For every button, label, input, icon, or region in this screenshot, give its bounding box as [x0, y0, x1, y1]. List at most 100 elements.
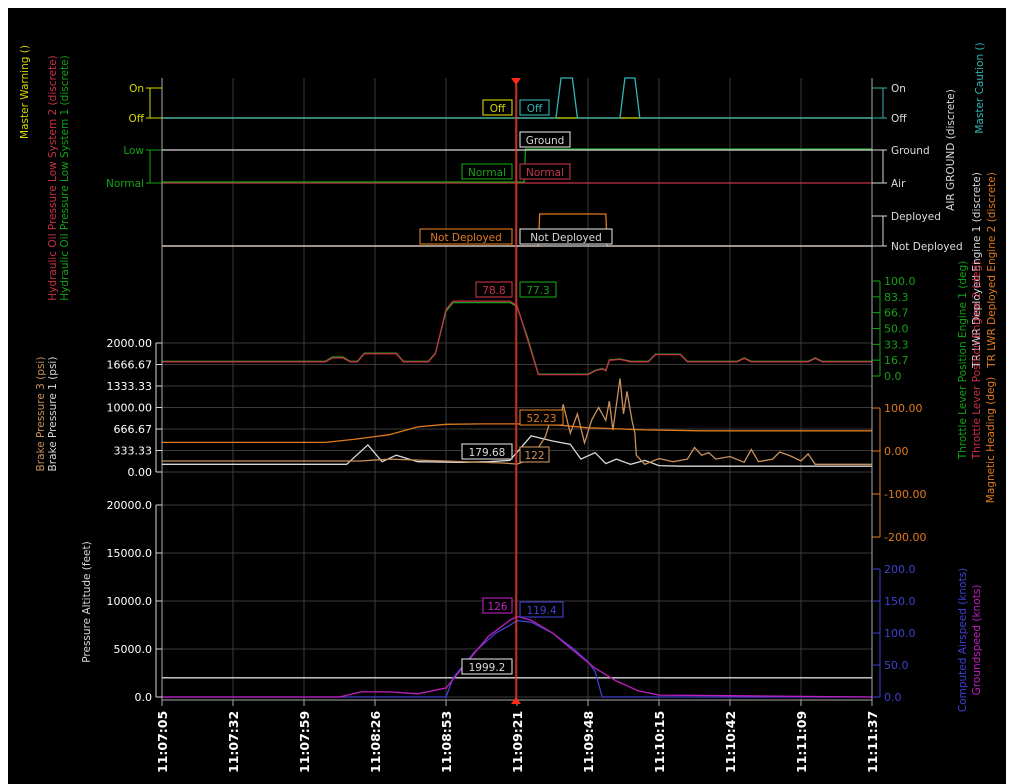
- brake-pressure-axis-tick-label: 333.33: [114, 445, 153, 458]
- airspeed-axis-tick-label: 150.0: [884, 595, 916, 608]
- cursor-label-groundspeed-box: [482, 597, 513, 614]
- cursor-label-tr-engine-2-box: [419, 228, 513, 245]
- cursor-label-brake-1: 179.68: [469, 447, 506, 459]
- brake-pressure-axis-tick-label: 1000.00: [107, 402, 153, 415]
- air-ground-axis-state-label: Air: [891, 178, 906, 190]
- hydraulic-axis-state-label: Low: [123, 145, 144, 157]
- air-ground-axis-title: AIR GROUND (discrete): [945, 89, 957, 211]
- magnetic-heading-axis-tick-label: -200.00: [884, 531, 926, 544]
- pressure-altitude-axis-title: Pressure Altitude (feet): [81, 541, 93, 662]
- cursor-top-handle[interactable]: [511, 78, 521, 85]
- cursor-label-altitude: 1999.2: [469, 662, 506, 674]
- tr-engine-1-axis-title: TR LWR Deployed Engine 1 (discrete): [971, 172, 983, 369]
- x-tick-label: 11:09:21: [510, 711, 525, 773]
- cursor-label-air-ground: Ground: [526, 135, 565, 147]
- throttle-axis-tick-label: 66.7: [884, 307, 909, 320]
- brake-pressure-axis-tick-label: 0.00: [128, 466, 153, 479]
- cursor-label-master-caution: Off: [527, 103, 543, 115]
- master-caution-line: [162, 77, 872, 119]
- airspeed-axis-tick-label: 200.0: [884, 563, 916, 576]
- cursor-label-brake-1-box: [461, 443, 513, 460]
- pressure-altitude-axis-tick-label: 5000.0: [114, 643, 153, 656]
- throttle-engine-2-axis-title: Throttle Lever Position Engine 2 (deg): [971, 261, 983, 461]
- brake-pressure-3-axis-title: Brake Pressure 3 (psi): [35, 357, 47, 472]
- cursor-label-tr-engine-1-box: [519, 228, 613, 245]
- cursor-label-master-caution-box: [519, 99, 550, 116]
- chart-background: [8, 8, 1006, 784]
- cursor-label-airspeed: 119.4: [526, 605, 556, 617]
- pressure-altitude-axis-tick-label: 10000.0: [107, 595, 153, 608]
- tr-deployed-axis-state-label: Not Deployed: [891, 241, 963, 253]
- computed-airspeed-line: [162, 619, 872, 698]
- airspeed-axis-tick-label: 100.0: [884, 627, 916, 640]
- x-tick-label: 11:10:15: [652, 711, 667, 773]
- cursor-label-hydraulic-2-box: [519, 163, 571, 180]
- x-tick-label: 11:10:42: [723, 711, 738, 773]
- magnetic-heading-axis-title: Magnetic Heading (deg): [985, 377, 997, 503]
- master-caution-axis-title: Master Caution (): [974, 42, 986, 133]
- master-caution-axis-state-label: Off: [891, 113, 907, 125]
- cursor-label-altitude-box: [461, 658, 513, 675]
- brake-pressure-axis-tick-label: 1666.67: [107, 359, 153, 372]
- hydraulic-system-1-axis-title: Hydraulic Oil Pressure Low System 1 (dis…: [59, 55, 71, 300]
- x-tick-label: 11:11:09: [794, 711, 809, 773]
- airspeed-axis-tick-label: 0.0: [884, 691, 902, 704]
- hydraulic-system-2-axis-title: Hydraulic Oil Pressure Low System 2 (dis…: [47, 55, 59, 300]
- pressure-altitude-axis-tick-label: 15000.0: [107, 547, 153, 560]
- cursor-label-brake-3-box: [519, 446, 550, 463]
- brake-pressure-axis-tick-label: 666.67: [114, 423, 153, 436]
- computed-airspeed-axis-title: Computed Airspeed (knots): [957, 568, 969, 712]
- throttle-engine-1-axis-title: Throttle Lever Position Engine 1 (deg): [957, 261, 969, 461]
- magnetic-heading-axis-tick-label: -100.00: [884, 488, 926, 501]
- cursor-label-heading: 52.23: [526, 413, 556, 425]
- brake-pressure-axis-tick-label: 2000.00: [107, 337, 153, 350]
- cursor-label-throttle-1-box: [519, 281, 557, 298]
- magnetic-heading-line: [162, 423, 872, 444]
- x-tick-label: 11:07:05: [155, 711, 170, 773]
- cursor-label-brake-3: 122: [524, 450, 544, 462]
- throttle-axis-tick-label: 83.3: [884, 291, 909, 304]
- cursor-label-tr-engine-2: Not Deployed: [430, 232, 502, 244]
- tr-deployed-axis-state-label: Deployed: [891, 211, 941, 223]
- throttle-axis-tick-label: 100.0: [884, 275, 916, 288]
- cursor-label-hydraulic-2: Normal: [526, 167, 564, 179]
- master-warning-axis-title: Master Warning (): [19, 45, 31, 139]
- throttle-axis-tick-label: 0.0: [884, 370, 902, 383]
- brake-pressure-1-axis-title: Brake Pressure 1 (psi): [47, 357, 59, 472]
- cursor-label-hydraulic-1: Normal: [468, 167, 506, 179]
- cursor-label-airspeed-box: [519, 601, 564, 618]
- cursor-label-master-warning: Off: [490, 103, 506, 115]
- throttle-axis-tick-label: 16.7: [884, 354, 909, 367]
- cursor-label-tr-engine-1: Not Deployed: [530, 232, 602, 244]
- cursor-label-heading-box: [519, 409, 564, 426]
- cursor-bottom-handle[interactable]: [511, 697, 521, 704]
- brake-pressure-axis-tick-label: 1333.33: [107, 380, 153, 393]
- airspeed-axis-tick-label: 50.0: [884, 659, 909, 672]
- groundspeed-line: [162, 615, 873, 698]
- series-layer: [162, 77, 873, 698]
- x-tick-label: 11:08:26: [368, 711, 383, 773]
- x-tick-label: 11:07:32: [226, 711, 241, 773]
- cursor-label-air-ground-box: [519, 131, 571, 148]
- groundspeed-axis-title: Groundspeed (knots): [971, 585, 983, 696]
- throttle-axis-tick-label: 33.3: [884, 338, 909, 351]
- throttle-axis-tick-label: 50.0: [884, 323, 909, 336]
- cursor-label-throttle-2-box: [475, 281, 513, 298]
- x-axis-ticks: 11:07:05 11:07:32 11:07:59 11:08:26 11:08:53…: [155, 700, 880, 773]
- master-caution-axis-state-label: On: [891, 83, 906, 95]
- magnetic-heading-axis-tick-label: 0.00: [884, 445, 909, 458]
- axis-title-layer: Master Warning () Master Caution () Hydrau…: [19, 42, 998, 712]
- x-tick-label: 11:08:53: [439, 711, 454, 773]
- cursor-label-hydraulic-1-box: [461, 163, 513, 180]
- axes-layer: On Off On Off Low Normal Ground Air Deployed Not …: [106, 83, 963, 704]
- pressure-altitude-axis-tick-label: 0.0: [135, 691, 153, 704]
- hydraulic-axis-state-label: Normal: [106, 178, 144, 190]
- tr-engine-2-axis-title: TR LWR Deployed Engine 2 (discrete): [986, 172, 998, 369]
- x-tick-label: 11:11:37: [865, 711, 880, 773]
- x-tick-label: 11:09:48: [581, 711, 596, 773]
- magnetic-heading-axis-tick-label: 100.00: [884, 402, 923, 415]
- cursor-label-groundspeed: 126: [487, 601, 507, 613]
- master-warning-axis-state-label: Off: [129, 113, 145, 125]
